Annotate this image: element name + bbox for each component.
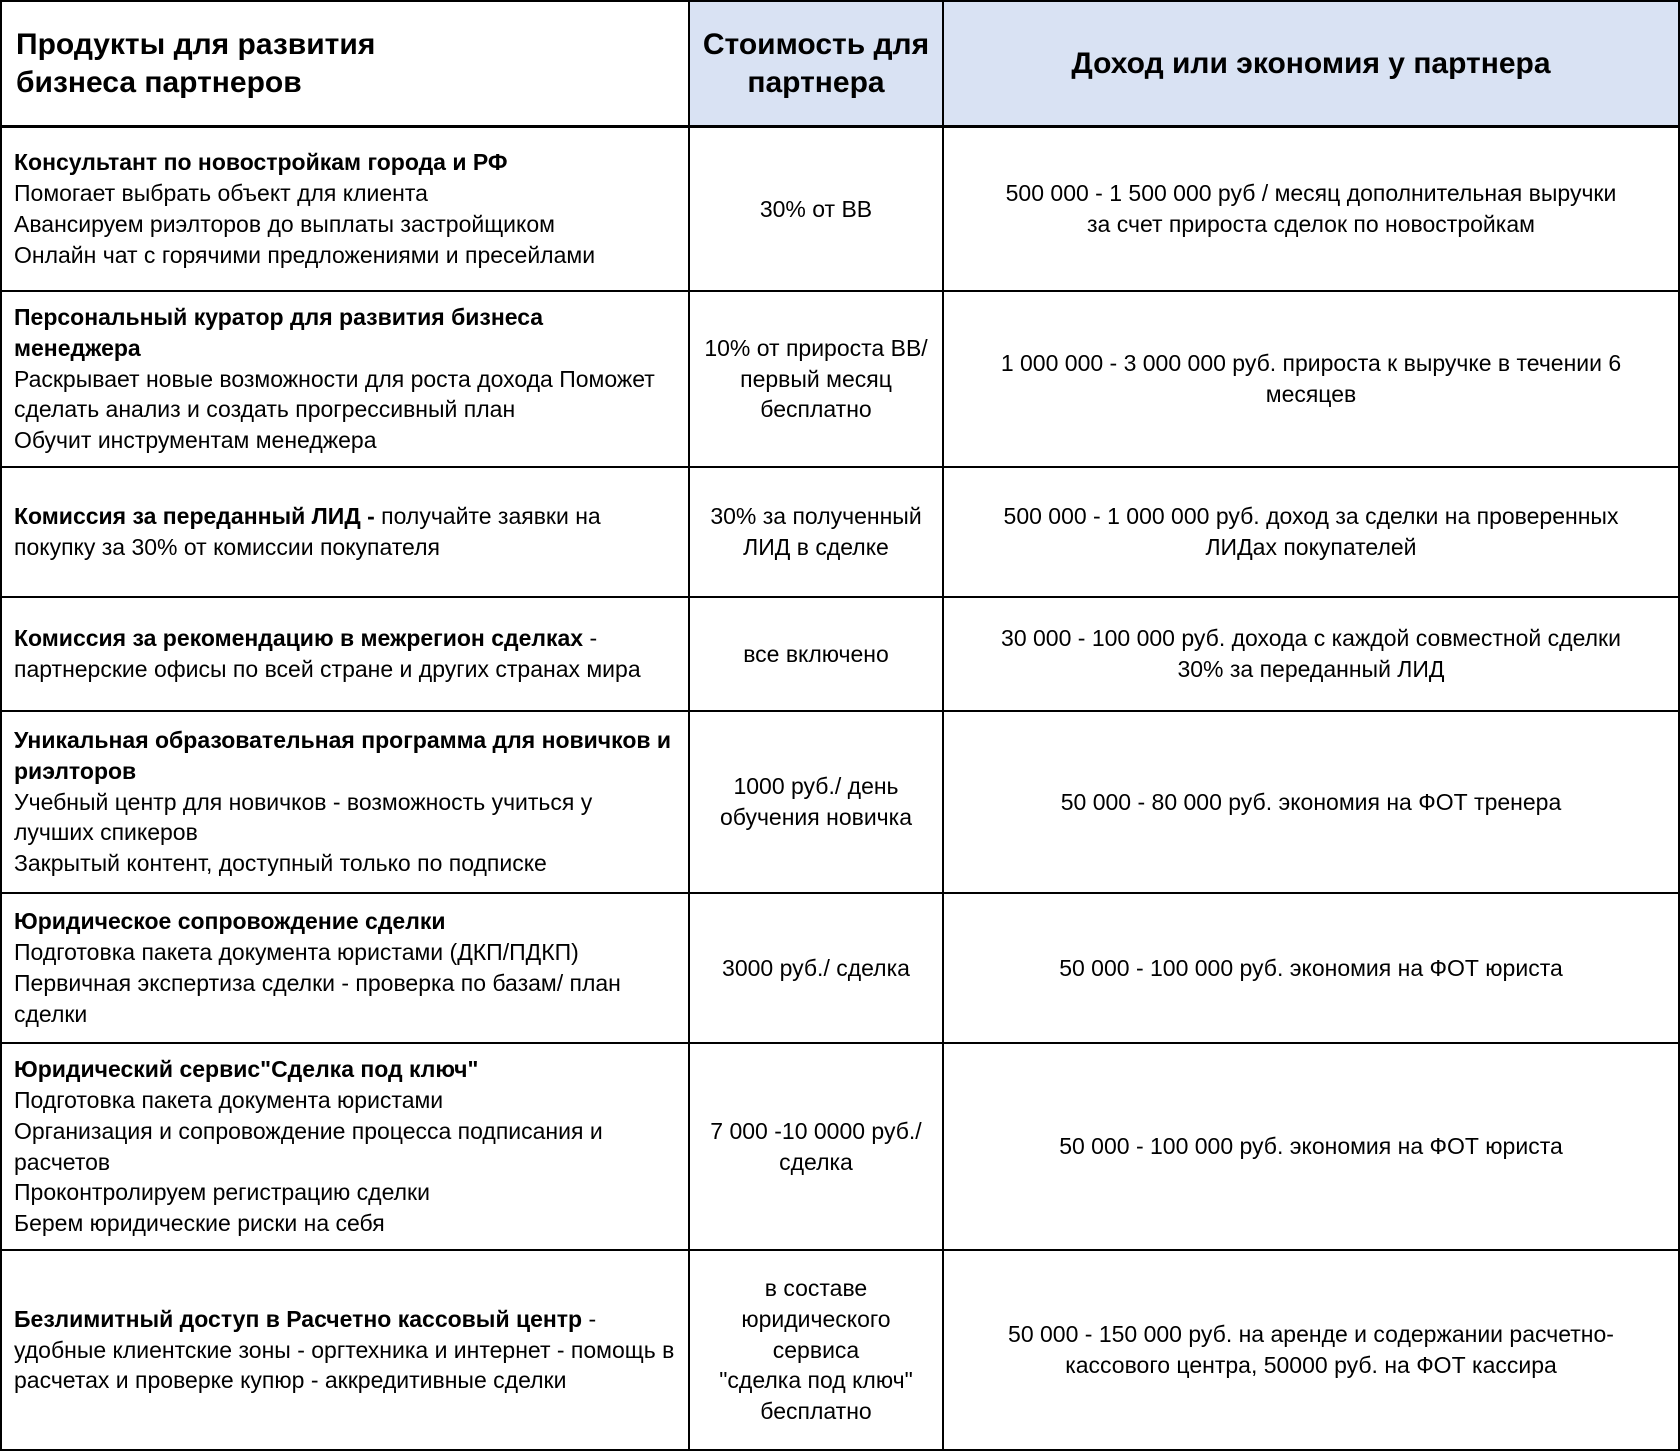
income-cell: 50 000 - 100 000 руб. экономия на ФОТ юр…: [1059, 954, 1563, 981]
product-heading: Безлимитный доступ в Расчетно кассовый ц…: [14, 1304, 676, 1396]
product-title: Юридический сервис"Сделка под ключ": [14, 1056, 479, 1083]
income-cell: 500 000 - 1 500 000 руб / месяц дополнит…: [1005, 180, 1617, 237]
product-title: Юридическое сопровождение сделки: [14, 908, 446, 935]
income-cell: 50 000 - 150 000 руб. на аренде и содерж…: [1008, 1321, 1614, 1378]
cost-cell: 30% от ВВ: [690, 128, 944, 290]
product-heading: Юридический сервис"Сделка под ключ": [14, 1054, 676, 1085]
income-cell: 30 000 - 100 000 руб. дохода с каждой со…: [1001, 625, 1621, 683]
product-cell: Юридический сервис"Сделка под ключ" Подг…: [2, 1044, 690, 1249]
product-title: Уникальная образовательная программа для…: [14, 727, 672, 784]
product-title: Безлимитный доступ в Расчетно кассовый ц…: [14, 1305, 583, 1332]
cost-cell: 10% от прироста ВВ/ первый месяц бесплат…: [690, 292, 944, 467]
product-heading: Комиссия за рекомендацию в межрегион сде…: [14, 623, 676, 685]
product-heading: Консультант по новостройкам города и РФ: [14, 147, 676, 178]
income-cell: 50 000 - 80 000 руб. экономия на ФОТ тре…: [1060, 788, 1562, 815]
product-details: Подготовка пакета документа юристами (ДК…: [14, 939, 621, 1027]
product-details: Подготовка пакета документа юристами Орг…: [14, 1086, 603, 1237]
product-heading: Уникальная образовательная программа для…: [14, 725, 676, 787]
cost-cell: 3000 руб./ сделка: [690, 894, 944, 1043]
cost-cell: 30% за полученный ЛИД в сделке: [690, 468, 944, 597]
product-details: Учебный центр для новичков - возможность…: [14, 788, 593, 877]
product-title-suffix: получайте заявки на покупку за 30% от ко…: [14, 503, 601, 561]
product-title: Комиссия за переданный ЛИД -: [14, 503, 382, 530]
product-details: Раскрывает новые возможности для роста д…: [14, 365, 655, 454]
product-details: Помогает выбрать объект для клиента Аван…: [14, 180, 596, 268]
product-cell: Безлимитный доступ в Расчетно кассовый ц…: [2, 1250, 690, 1449]
cost-cell: в составе юридического сервиса "сделка п…: [690, 1250, 944, 1449]
product-heading: Персональный куратор для развития бизнес…: [14, 302, 676, 364]
product-title-suffix: - партнерские офисы по всей стране и дру…: [14, 625, 641, 683]
header-income: Доход или экономия у партнера: [944, 2, 1678, 125]
table-row: Комиссия за переданный ЛИД - получайте з…: [2, 468, 1678, 599]
header-cost: Стоимость для партнера: [690, 2, 944, 125]
product-title: Комиссия за рекомендацию в межрегион сде…: [14, 625, 584, 652]
product-title-suffix: - удобные клиентские зоны - оргтехника и…: [14, 1305, 675, 1394]
income-cell: 500 000 - 1 000 000 руб. доход за сделки…: [1003, 503, 1619, 561]
table-row: Юридический сервис"Сделка под ключ" Подг…: [2, 1044, 1678, 1251]
table-row: Консультант по новостройкам города и РФ …: [2, 128, 1678, 292]
table-row: Юридическое сопровождение сделки Подгото…: [2, 894, 1678, 1045]
product-title: Персональный куратор для развития бизнес…: [14, 304, 544, 361]
income-cell: 50 000 - 100 000 руб. экономия на ФОТ юр…: [1059, 1133, 1563, 1160]
header-products: Продукты для развития бизнеса партнеров: [2, 2, 690, 125]
product-title: Консультант по новостройкам города и РФ: [14, 149, 508, 176]
table-row: Безлимитный доступ в Расчетно кассовый ц…: [2, 1250, 1678, 1449]
product-cell: Персональный куратор для развития бизнес…: [2, 292, 690, 467]
cost-cell: 7 000 -10 0000 руб./ сделка: [690, 1044, 944, 1249]
table-row: Комиссия за рекомендацию в межрегион сде…: [2, 598, 1678, 713]
cost-cell: все включено: [690, 598, 944, 711]
product-cell: Юридическое сопровождение сделки Подгото…: [2, 894, 690, 1043]
product-cell: Комиссия за рекомендацию в межрегион сде…: [2, 598, 690, 711]
header-row: Продукты для развития бизнеса партнеров …: [2, 2, 1678, 128]
product-cell: Комиссия за переданный ЛИД - получайте з…: [2, 468, 690, 597]
table-row: Персональный куратор для развития бизнес…: [2, 292, 1678, 469]
table-row: Уникальная образовательная программа для…: [2, 712, 1678, 895]
cost-cell: 1000 руб./ день обучения новичка: [690, 712, 944, 893]
income-cell: 1 000 000 - 3 000 000 руб. прироста к вы…: [1000, 350, 1622, 408]
product-cell: Уникальная образовательная программа для…: [2, 712, 690, 893]
product-cell: Консультант по новостройкам города и РФ …: [2, 128, 690, 290]
product-heading: Юридическое сопровождение сделки: [14, 906, 676, 937]
product-heading: Комиссия за переданный ЛИД - получайте з…: [14, 501, 676, 563]
